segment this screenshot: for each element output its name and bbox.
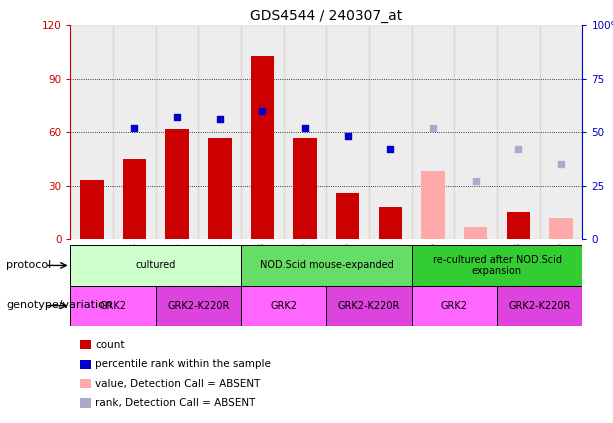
Text: cultured: cultured: [135, 261, 176, 270]
Bar: [497, 286, 582, 326]
Bar: [464, 227, 487, 239]
Bar: [284, 25, 327, 239]
Text: GRK2-K220R: GRK2-K220R: [509, 301, 571, 310]
Title: GDS4544 / 240307_at: GDS4544 / 240307_at: [250, 9, 403, 23]
Bar: [539, 25, 582, 239]
Bar: [241, 245, 412, 286]
Text: count: count: [95, 340, 124, 350]
Point: [257, 107, 267, 114]
Text: percentile rank within the sample: percentile rank within the sample: [95, 359, 271, 369]
Text: GRK2-K220R: GRK2-K220R: [338, 301, 400, 310]
Point: [129, 124, 139, 131]
Bar: [70, 25, 113, 239]
Bar: [208, 137, 232, 239]
Bar: [506, 212, 530, 239]
Point: [300, 124, 310, 131]
Bar: [336, 193, 359, 239]
Point: [172, 114, 182, 121]
Bar: [412, 286, 497, 326]
Bar: [251, 56, 274, 239]
Text: GRK2: GRK2: [100, 301, 127, 310]
Bar: [113, 25, 156, 239]
Text: NOD.Scid mouse-expanded: NOD.Scid mouse-expanded: [259, 261, 394, 270]
Bar: [454, 25, 497, 239]
Bar: [421, 171, 445, 239]
Bar: [123, 159, 147, 239]
Point: [386, 146, 395, 153]
Bar: [549, 218, 573, 239]
Bar: [156, 286, 241, 326]
Text: re-cultured after NOD.Scid
expansion: re-cultured after NOD.Scid expansion: [433, 255, 562, 276]
Point: [514, 146, 524, 153]
Bar: [369, 25, 412, 239]
Bar: [70, 245, 241, 286]
Text: GRK2: GRK2: [441, 301, 468, 310]
Point: [471, 178, 481, 185]
Bar: [80, 180, 104, 239]
Bar: [294, 137, 317, 239]
Point: [215, 116, 225, 123]
Bar: [70, 286, 156, 326]
Text: GRK2-K220R: GRK2-K220R: [167, 301, 230, 310]
Bar: [379, 207, 402, 239]
Text: GRK2: GRK2: [270, 301, 297, 310]
Bar: [412, 25, 454, 239]
Point: [428, 124, 438, 131]
Text: value, Detection Call = ABSENT: value, Detection Call = ABSENT: [95, 379, 261, 389]
Point: [556, 161, 566, 168]
Bar: [156, 25, 199, 239]
Bar: [327, 286, 412, 326]
Text: rank, Detection Call = ABSENT: rank, Detection Call = ABSENT: [95, 398, 256, 408]
Bar: [199, 25, 241, 239]
Bar: [497, 25, 539, 239]
Text: genotype/variation: genotype/variation: [6, 300, 112, 310]
Bar: [327, 25, 369, 239]
Bar: [241, 25, 284, 239]
Point: [343, 133, 352, 140]
Text: protocol: protocol: [6, 260, 51, 270]
Bar: [166, 129, 189, 239]
Bar: [412, 245, 582, 286]
Bar: [241, 286, 327, 326]
